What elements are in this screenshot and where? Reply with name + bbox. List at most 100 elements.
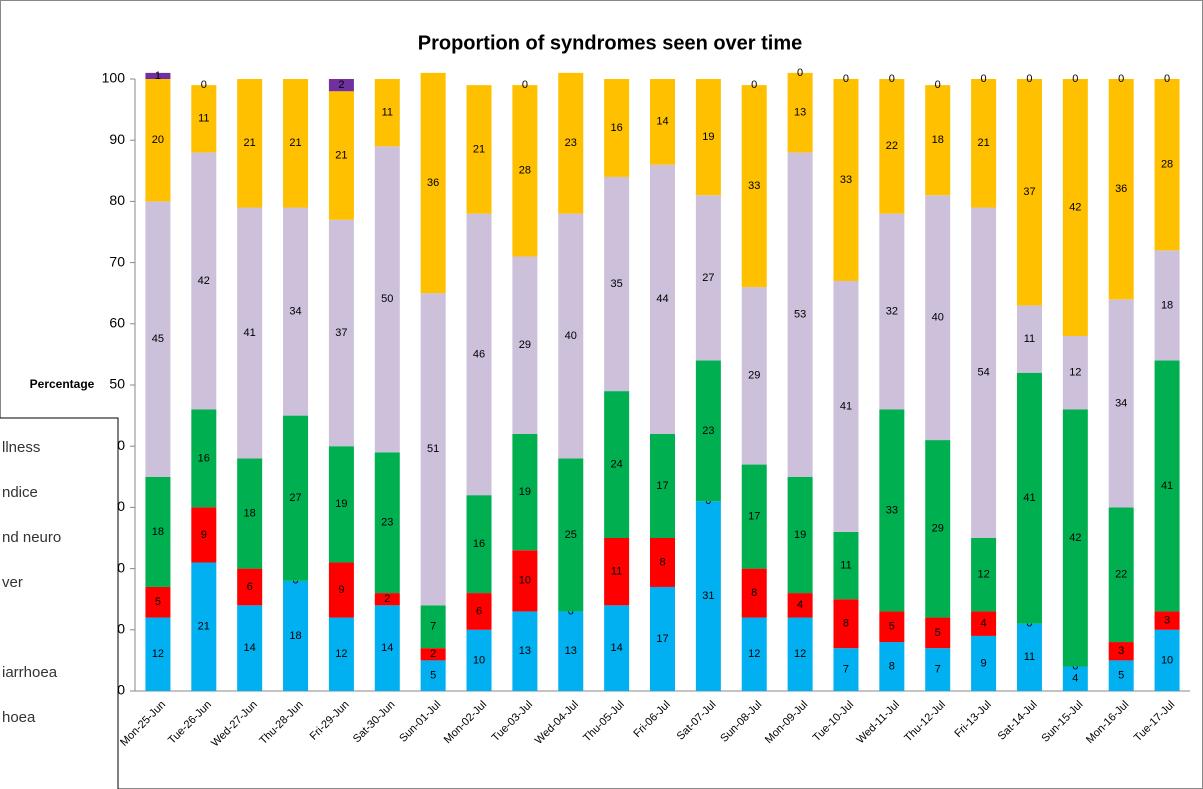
data-label: 42 <box>1069 201 1081 213</box>
bar-segment <box>512 256 538 434</box>
data-label: 0 <box>797 67 803 79</box>
x-tick-label: Thu-12-Jul <box>902 699 948 745</box>
bar-segment <box>558 458 584 612</box>
legend-label: nd neuro <box>2 529 61 546</box>
bar-segment <box>237 79 263 208</box>
bar-segment <box>1108 299 1134 508</box>
data-label: 12 <box>977 569 989 581</box>
data-label: 8 <box>751 587 757 599</box>
data-label: 8 <box>843 618 849 630</box>
data-label: 18 <box>152 526 164 538</box>
bar-segment <box>283 415 309 581</box>
x-tick-label: Mon-16-Jul <box>1084 699 1131 746</box>
x-tick-label: Mon-02-Jul <box>442 699 489 746</box>
data-label: 9 <box>201 529 207 541</box>
y-tick-label: 60 <box>109 315 125 331</box>
y-tick-label: 80 <box>109 192 125 208</box>
data-label: 25 <box>565 529 577 541</box>
data-label: 12 <box>748 648 760 660</box>
data-label: 35 <box>611 278 623 290</box>
data-label: 14 <box>656 116 668 128</box>
legend: llness ndice nd neuro ver iarrhoea hoea <box>0 417 119 789</box>
bar-segment <box>787 72 813 153</box>
x-tick-label: Thu-28-Jun <box>257 699 305 747</box>
bar-segment <box>237 605 263 691</box>
bar-segment <box>879 213 905 410</box>
data-label: 33 <box>748 180 760 192</box>
bar-segment <box>558 213 584 459</box>
data-label: 0 <box>522 79 528 91</box>
data-label: 0 <box>751 79 757 91</box>
bar-segment <box>512 611 538 691</box>
x-tick-label: Tue-26-Jun <box>166 699 214 747</box>
bar-segment <box>741 568 767 618</box>
bar-segment <box>604 176 630 392</box>
bar-segment <box>420 72 446 294</box>
data-label: 21 <box>289 137 301 149</box>
bar-segment <box>925 440 951 618</box>
data-label: 33 <box>840 174 852 186</box>
data-label: 5 <box>935 627 941 639</box>
data-label: 13 <box>519 645 531 657</box>
bar-segment <box>604 391 630 538</box>
data-label: 23 <box>381 517 393 529</box>
data-label: 42 <box>1069 532 1081 544</box>
bar-segment <box>1154 79 1180 251</box>
data-label: 17 <box>656 480 668 492</box>
data-label: 2 <box>384 593 390 605</box>
data-label: 18 <box>244 507 256 519</box>
data-label: 4 <box>797 599 803 611</box>
data-label: 53 <box>794 309 806 321</box>
bar-segment <box>833 648 859 691</box>
data-label: 12 <box>794 648 806 660</box>
bar-segment <box>925 617 951 649</box>
bar-segment <box>650 538 675 587</box>
data-label: 29 <box>519 339 531 351</box>
data-label: 0 <box>1072 73 1078 85</box>
bar-segment <box>925 648 951 691</box>
data-label: 7 <box>843 663 849 675</box>
data-label: 34 <box>289 305 301 317</box>
bar-segment <box>1016 79 1042 306</box>
data-label: 50 <box>381 293 393 305</box>
data-label: 0 <box>1118 73 1124 85</box>
bar-segment <box>191 152 217 410</box>
x-tick-label: Mon-09-Jul <box>763 699 810 746</box>
data-label: 41 <box>1023 492 1035 504</box>
data-label: 36 <box>427 177 439 189</box>
x-tick-label: Tue-10-Jul <box>811 699 856 744</box>
data-label: 11 <box>1024 333 1035 345</box>
bar-segment <box>971 79 997 208</box>
data-label: 21 <box>977 137 989 149</box>
bar-segment <box>466 629 492 691</box>
bar-segment <box>328 91 354 220</box>
data-label: 32 <box>886 305 898 317</box>
bar-segment <box>191 507 217 563</box>
data-label: 21 <box>473 143 485 155</box>
data-label: 41 <box>244 327 256 339</box>
bar-segment <box>145 476 171 587</box>
data-label: 5 <box>155 596 161 608</box>
y-tick-label: 70 <box>109 253 125 269</box>
data-label: 7 <box>935 663 941 675</box>
data-label: 22 <box>1115 569 1127 581</box>
data-label: 23 <box>565 137 577 149</box>
data-label: 17 <box>656 633 668 645</box>
bar-segment <box>1062 79 1088 337</box>
data-label: 19 <box>519 486 531 498</box>
data-label: 3 <box>1118 645 1124 657</box>
plot-area: 01020304050607080901001251845201Mon-25-J… <box>102 67 1190 749</box>
bar-segment <box>420 660 446 691</box>
data-label: 27 <box>289 492 301 504</box>
bar-segment <box>879 611 905 643</box>
bar-segment <box>695 501 721 691</box>
data-label: 28 <box>1161 159 1173 171</box>
bar-segment <box>328 617 354 691</box>
bar-segment <box>787 152 813 477</box>
bar-segment <box>1062 666 1088 691</box>
bar-segment <box>604 538 630 606</box>
bar-segment <box>145 617 171 691</box>
bar-segment <box>879 409 905 612</box>
bar-segment <box>1154 629 1180 691</box>
